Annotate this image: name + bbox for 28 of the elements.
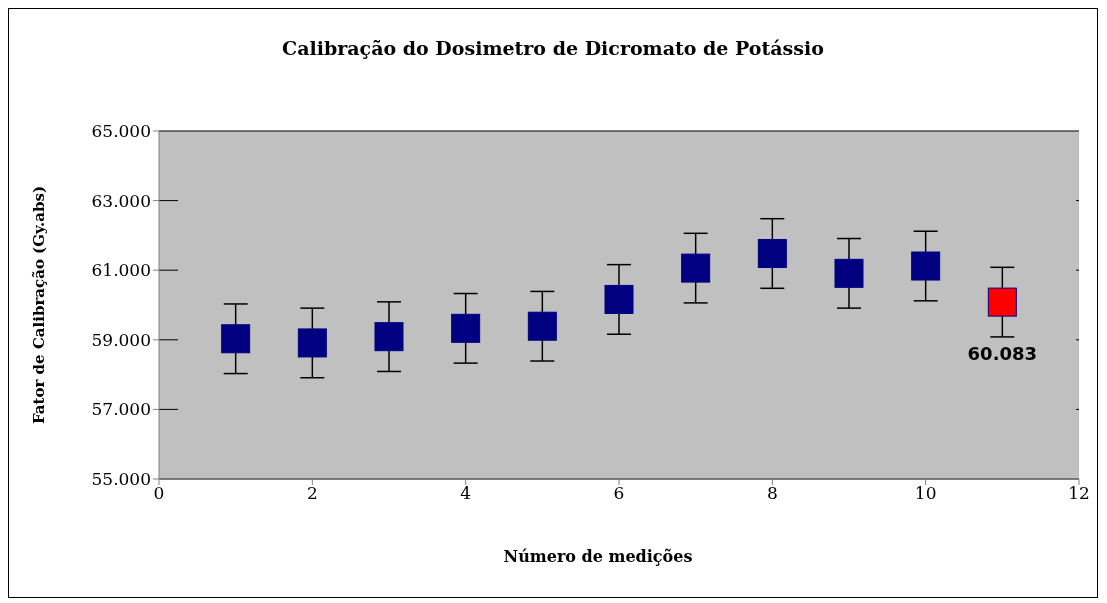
point xyxy=(221,324,251,354)
x-tick-label: 2 xyxy=(306,483,318,504)
y-tick-label: 63.000 xyxy=(91,190,151,211)
point xyxy=(987,287,1017,317)
y-tick-label: 61.000 xyxy=(91,260,151,281)
x-tick-label: 10 xyxy=(914,483,937,504)
y-tick-label: 57.000 xyxy=(91,399,151,420)
point xyxy=(911,251,941,281)
point xyxy=(681,253,711,283)
y-axis-title: Fator de Calibração (Gy.abs) xyxy=(30,186,49,424)
chart-title: Calibração do Dosimetro de Dicromato de Potássio xyxy=(281,37,825,59)
point xyxy=(834,258,864,288)
point xyxy=(527,311,557,341)
y-tick-label: 59.000 xyxy=(91,329,151,350)
point xyxy=(757,239,787,268)
x-tick-label: 8 xyxy=(766,483,778,504)
point xyxy=(297,328,327,358)
data-label: 60.083 xyxy=(967,342,1038,364)
x-tick-label: 12 xyxy=(1068,483,1090,504)
point xyxy=(604,284,634,314)
x-axis-title: Número de medições xyxy=(502,547,694,566)
x-tick-label: 6 xyxy=(613,483,625,504)
y-tick-label: 65.000 xyxy=(91,121,151,142)
x-tick-label: 0 xyxy=(153,483,165,504)
point xyxy=(374,322,404,352)
y-tick-label: 55.000 xyxy=(91,469,151,490)
x-tick-label: 4 xyxy=(460,483,472,504)
point xyxy=(451,313,481,343)
